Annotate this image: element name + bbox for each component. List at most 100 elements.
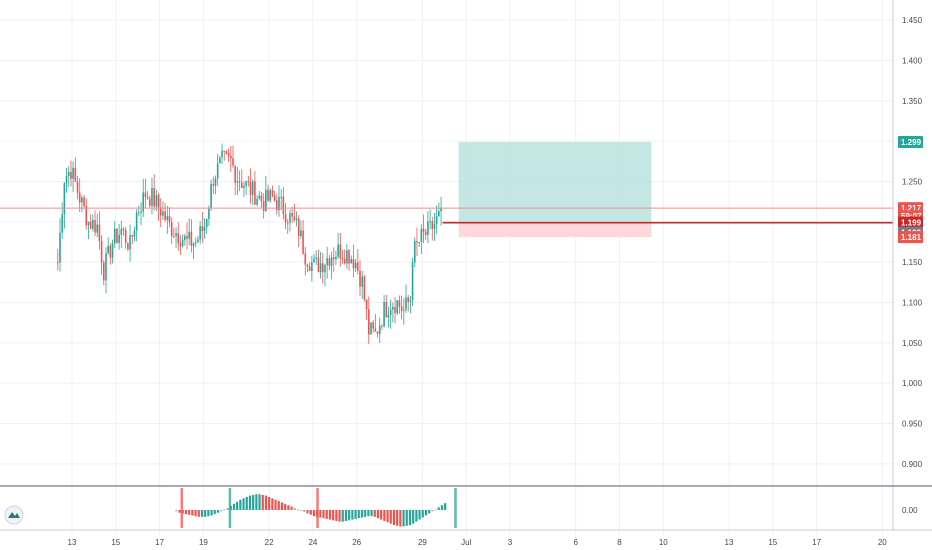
oscillator-bar — [312, 510, 316, 517]
time-tick-label: 24 — [308, 538, 317, 547]
oscillator-bar — [197, 510, 200, 517]
stop-zone — [458, 222, 652, 238]
candle-body — [63, 183, 66, 215]
candle-body — [162, 211, 164, 216]
oscillator-bar — [328, 510, 332, 520]
candle-body — [400, 306, 403, 311]
oscillator-bar — [303, 510, 306, 513]
candlestick-series — [57, 143, 442, 344]
position-tool[interactable] — [458, 141, 652, 238]
price-tag — [898, 135, 923, 148]
candle-body — [135, 212, 138, 231]
oscillator-bar — [322, 510, 325, 519]
oscillator-signal-marker — [454, 488, 457, 528]
candle-body — [179, 243, 182, 247]
candle-body — [337, 244, 339, 257]
candle-body — [166, 215, 169, 221]
candle-body — [214, 178, 217, 186]
oscillator-bar — [220, 510, 223, 512]
candle-body — [170, 222, 173, 237]
candle-body — [438, 211, 440, 217]
oscillator-bar — [223, 509, 226, 511]
candle-body — [155, 195, 158, 207]
candle-body — [216, 163, 219, 179]
oscillator-bar — [226, 507, 229, 510]
candle-body — [65, 176, 68, 184]
logo-icon[interactable] — [4, 505, 24, 525]
candle-body — [256, 198, 258, 205]
oscillator-bar — [271, 498, 274, 510]
oscillator-bar — [344, 510, 348, 521]
price-tick-label: 1.000 — [902, 379, 923, 388]
time-tick-label: 13 — [725, 538, 734, 547]
candle-body — [403, 309, 405, 311]
candle-body — [83, 197, 85, 207]
price-tick-label: 1.050 — [902, 339, 923, 348]
oscillator-bar — [418, 510, 421, 520]
oscillator-bar — [354, 510, 357, 519]
time-tick-label: 26 — [352, 538, 361, 547]
candle-body — [76, 181, 79, 193]
candle-body — [225, 151, 228, 154]
oscillator-bar — [319, 510, 322, 518]
price-tick-label: 1.450 — [902, 16, 923, 25]
oscillator-bar — [405, 510, 408, 526]
candle-body — [372, 322, 374, 329]
oscillator-bar — [376, 510, 380, 519]
candle-body — [254, 181, 256, 205]
candle-body — [234, 165, 236, 183]
candle-body — [308, 266, 311, 271]
oscillator-bar — [380, 510, 383, 520]
oscillator-bar — [325, 510, 328, 519]
oscillator-bar — [396, 510, 399, 526]
candle-body — [282, 196, 285, 215]
candle-body — [418, 242, 420, 244]
candle-body — [431, 221, 434, 229]
candle-body — [94, 219, 96, 233]
oscillator-bar — [274, 499, 277, 510]
candle-body — [392, 306, 394, 310]
candle-body — [258, 195, 261, 199]
candle-body — [85, 206, 88, 226]
candle-body — [81, 197, 83, 203]
oscillator-bar — [367, 510, 370, 517]
oscillator-pane — [175, 488, 457, 528]
candle-body — [89, 221, 92, 229]
candle-body — [100, 240, 103, 263]
candle-body — [381, 325, 383, 327]
oscillator-bar — [236, 501, 239, 510]
candle-body — [124, 230, 127, 243]
oscillator-tick-label: 0.00 — [902, 506, 918, 515]
candle-body — [251, 181, 254, 195]
oscillator-bar — [424, 510, 428, 516]
candle-body — [199, 226, 201, 240]
candle-body — [284, 214, 287, 223]
time-tick-label: 10 — [659, 538, 668, 547]
candle-body — [57, 262, 59, 264]
oscillator-bar — [210, 510, 213, 516]
oscillator-bar — [213, 510, 216, 515]
oscillator-bar — [399, 510, 402, 527]
candle-body — [429, 221, 431, 223]
candle-body — [341, 258, 344, 260]
candle-body — [74, 167, 77, 182]
candle-body — [376, 331, 379, 334]
candle-body — [72, 167, 74, 179]
oscillator-bar — [440, 505, 444, 510]
candle-body — [164, 211, 166, 221]
candle-body — [120, 228, 123, 235]
oscillator-bar — [293, 507, 296, 510]
candle-body — [357, 262, 359, 271]
candle-body — [249, 182, 252, 195]
price-tick-label: 0.900 — [902, 460, 923, 469]
candle-body — [389, 309, 392, 315]
oscillator-bar — [287, 505, 290, 510]
time-tick-label: 19 — [199, 538, 208, 547]
price-tag-label: 1.299 — [901, 138, 922, 147]
oscillator-bar — [370, 510, 373, 517]
candle-body — [190, 231, 193, 246]
candle-body — [203, 227, 206, 232]
candle-body — [271, 190, 274, 196]
candle-body — [435, 216, 438, 224]
